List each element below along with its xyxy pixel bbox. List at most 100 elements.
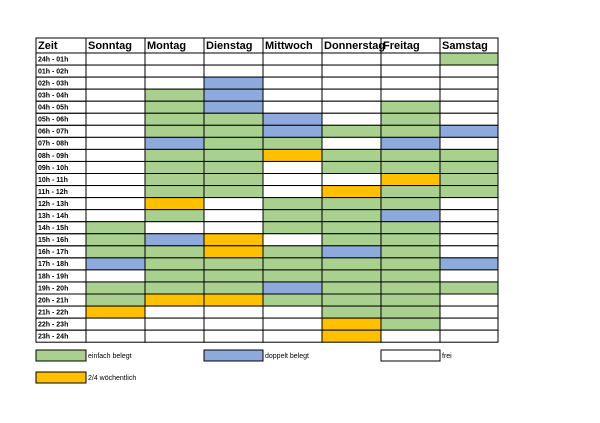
cell <box>439 197 499 211</box>
cell <box>262 317 323 331</box>
cell <box>380 269 441 283</box>
cell <box>262 293 323 307</box>
cell <box>144 317 205 331</box>
cell <box>380 209 441 223</box>
cell <box>439 100 499 114</box>
cell <box>380 221 441 235</box>
cell <box>203 185 264 199</box>
cell <box>262 88 323 102</box>
time-label: 03h - 04h <box>38 93 68 100</box>
cell <box>321 185 382 199</box>
cell <box>203 100 264 114</box>
cell <box>439 112 499 126</box>
legend-swatch <box>35 349 87 362</box>
cell <box>380 245 441 259</box>
cell <box>262 112 323 126</box>
cell <box>85 88 146 102</box>
time-label: 20h - 21h <box>38 297 68 304</box>
cell <box>262 148 323 162</box>
cell <box>85 209 146 223</box>
cell <box>203 293 264 307</box>
cell <box>85 233 146 247</box>
cell <box>144 233 205 247</box>
cell <box>262 76 323 90</box>
header-label: Freitag <box>383 40 420 52</box>
cell <box>144 305 205 319</box>
time-label: 04h - 05h <box>38 105 68 112</box>
cell <box>321 112 382 126</box>
cell <box>85 185 146 199</box>
cell <box>203 136 264 150</box>
cell <box>144 148 205 162</box>
time-label: 08h - 09h <box>38 153 68 160</box>
cell <box>203 76 264 90</box>
cell <box>439 185 499 199</box>
cell <box>321 100 382 114</box>
cell <box>262 209 323 223</box>
cell <box>380 124 441 138</box>
cell <box>144 160 205 174</box>
cell <box>262 160 323 174</box>
cell <box>262 245 323 259</box>
cell <box>439 52 499 66</box>
time-label: 22h - 23h <box>38 321 68 328</box>
legend-label: frei <box>442 353 452 360</box>
time-label: 19h - 20h <box>38 285 68 292</box>
legend-label: doppelt belegt <box>265 353 309 360</box>
cell <box>85 197 146 211</box>
cell <box>262 305 323 319</box>
cell <box>203 124 264 138</box>
time-label: 11h - 12h <box>38 189 68 196</box>
cell <box>262 233 323 247</box>
cell <box>439 221 499 235</box>
cell <box>439 281 499 295</box>
cell <box>321 281 382 295</box>
time-label: 05h - 06h <box>38 117 68 124</box>
cell <box>380 76 441 90</box>
cell <box>439 136 499 150</box>
cell <box>85 173 146 187</box>
cell <box>203 112 264 126</box>
cell <box>203 148 264 162</box>
cell <box>321 269 382 283</box>
cell <box>262 281 323 295</box>
cell <box>321 148 382 162</box>
cell <box>203 197 264 211</box>
cell <box>321 64 382 78</box>
cell <box>321 257 382 271</box>
cell <box>439 269 499 283</box>
time-label: 14h - 15h <box>38 225 68 232</box>
cell <box>85 305 146 319</box>
cell <box>144 281 205 295</box>
cell <box>380 185 441 199</box>
cell <box>321 329 382 343</box>
cell <box>439 173 499 187</box>
cell <box>85 124 146 138</box>
cell <box>144 100 205 114</box>
time-label: 10h - 11h <box>38 177 68 184</box>
legend-swatch <box>203 349 264 362</box>
cell <box>380 136 441 150</box>
cell <box>144 293 205 307</box>
cell <box>144 245 205 259</box>
cell <box>203 64 264 78</box>
cell <box>203 281 264 295</box>
time-label: 18h - 19h <box>38 273 68 280</box>
time-label: 07h - 08h <box>38 141 68 148</box>
cell <box>380 100 441 114</box>
header-label: Samstag <box>442 40 488 52</box>
cell <box>85 136 146 150</box>
cell <box>85 148 146 162</box>
cell <box>203 88 264 102</box>
cell <box>262 197 323 211</box>
cell <box>85 76 146 90</box>
cell <box>85 64 146 78</box>
cell <box>85 221 146 235</box>
cell <box>439 329 499 343</box>
cell <box>144 136 205 150</box>
cell <box>439 257 499 271</box>
header-label: Dienstag <box>206 40 252 52</box>
header-label: Zeit <box>38 40 58 52</box>
cell <box>262 173 323 187</box>
